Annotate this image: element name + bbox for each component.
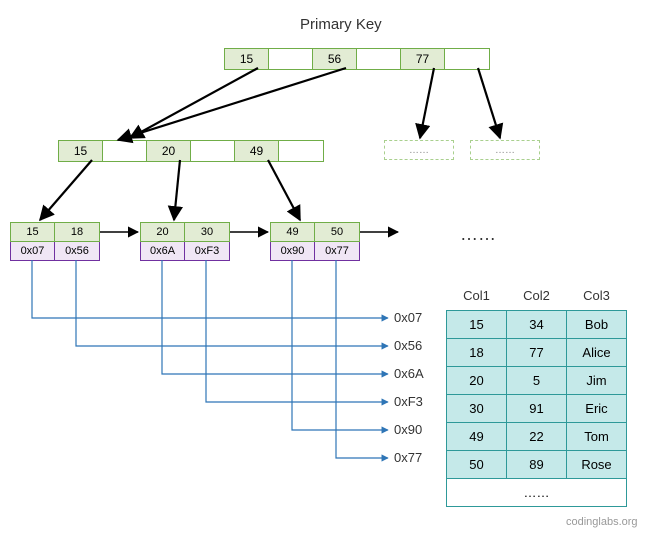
table-cell: Eric bbox=[567, 394, 627, 422]
node-ptr-cell bbox=[445, 49, 489, 69]
btree-leaf-node: 15180x070x56 bbox=[10, 222, 100, 261]
node-ptr-cell bbox=[191, 141, 235, 161]
node-ptr-cell bbox=[357, 49, 401, 69]
table-header: Col3 bbox=[567, 282, 627, 310]
table-cell: 77 bbox=[507, 338, 567, 366]
btree-placeholder-node: …… bbox=[384, 140, 454, 160]
table-row: 1877Alice bbox=[447, 338, 627, 366]
leaf-ellipsis: …… bbox=[460, 224, 496, 245]
leaf-ptr-cell: 0x90 bbox=[271, 242, 315, 260]
table-row: 205Jim bbox=[447, 366, 627, 394]
table-row: 5089Rose bbox=[447, 450, 627, 478]
address-label: 0x77 bbox=[394, 450, 422, 465]
leaf-key-cell: 50 bbox=[315, 223, 359, 241]
table-cell: 22 bbox=[507, 422, 567, 450]
table-cell: 91 bbox=[507, 394, 567, 422]
table-cell: Rose bbox=[567, 450, 627, 478]
table-cell: 20 bbox=[447, 366, 507, 394]
node-ptr-cell bbox=[103, 141, 147, 161]
leaf-key-cell: 30 bbox=[185, 223, 229, 241]
table-header: Col2 bbox=[507, 282, 567, 310]
node-key-cell: 15 bbox=[59, 141, 103, 161]
table-cell: 30 bbox=[447, 394, 507, 422]
node-key-cell: 49 bbox=[235, 141, 279, 161]
table-cell: 15 bbox=[447, 310, 507, 338]
leaf-ptr-cell: 0x6A bbox=[141, 242, 185, 260]
leaf-key-cell: 15 bbox=[11, 223, 55, 241]
table-cell: Tom bbox=[567, 422, 627, 450]
node-key-cell: 77 bbox=[401, 49, 445, 69]
node-ptr-cell bbox=[279, 141, 323, 161]
table-footer-cell: …… bbox=[447, 478, 627, 506]
table-cell: Bob bbox=[567, 310, 627, 338]
leaf-key-cell: 49 bbox=[271, 223, 315, 241]
table-cell: Alice bbox=[567, 338, 627, 366]
table-cell: 89 bbox=[507, 450, 567, 478]
footer-credit: codinglabs.org bbox=[566, 516, 638, 528]
address-label: 0x07 bbox=[394, 310, 422, 325]
address-label: 0x90 bbox=[394, 422, 422, 437]
data-table: Col1Col2Col31534Bob1877Alice205Jim3091Er… bbox=[446, 282, 627, 507]
leaf-ptr-cell: 0x56 bbox=[55, 242, 99, 260]
table-row: 3091Eric bbox=[447, 394, 627, 422]
leaf-ptr-cell: 0xF3 bbox=[185, 242, 229, 260]
node-ptr-cell bbox=[269, 49, 313, 69]
btree-leaf-node: 20300x6A0xF3 bbox=[140, 222, 230, 261]
table-cell: 34 bbox=[507, 310, 567, 338]
address-label: 0xF3 bbox=[394, 394, 423, 409]
address-label: 0x56 bbox=[394, 338, 422, 353]
leaf-ptr-cell: 0x07 bbox=[11, 242, 55, 260]
table-cell: 49 bbox=[447, 422, 507, 450]
table-row: 1534Bob bbox=[447, 310, 627, 338]
table-header: Col1 bbox=[447, 282, 507, 310]
leaf-key-cell: 18 bbox=[55, 223, 99, 241]
table-cell: 5 bbox=[507, 366, 567, 394]
leaf-ptr-cell: 0x77 bbox=[315, 242, 359, 260]
table-cell: 18 bbox=[447, 338, 507, 366]
btree-root-node: 15 56 77 bbox=[224, 48, 490, 70]
table-cell: 50 bbox=[447, 450, 507, 478]
btree-leaf-node: 49500x900x77 bbox=[270, 222, 360, 261]
table-cell: Jim bbox=[567, 366, 627, 394]
node-key-cell: 56 bbox=[313, 49, 357, 69]
address-label: 0x6A bbox=[394, 366, 424, 381]
btree-placeholder-node: …… bbox=[470, 140, 540, 160]
node-key-cell: 20 bbox=[147, 141, 191, 161]
node-key-cell: 15 bbox=[225, 49, 269, 69]
btree-internal-node: 15 20 49 bbox=[58, 140, 324, 162]
leaf-key-cell: 20 bbox=[141, 223, 185, 241]
diagram-title: Primary Key bbox=[300, 16, 382, 33]
table-row: 4922Tom bbox=[447, 422, 627, 450]
